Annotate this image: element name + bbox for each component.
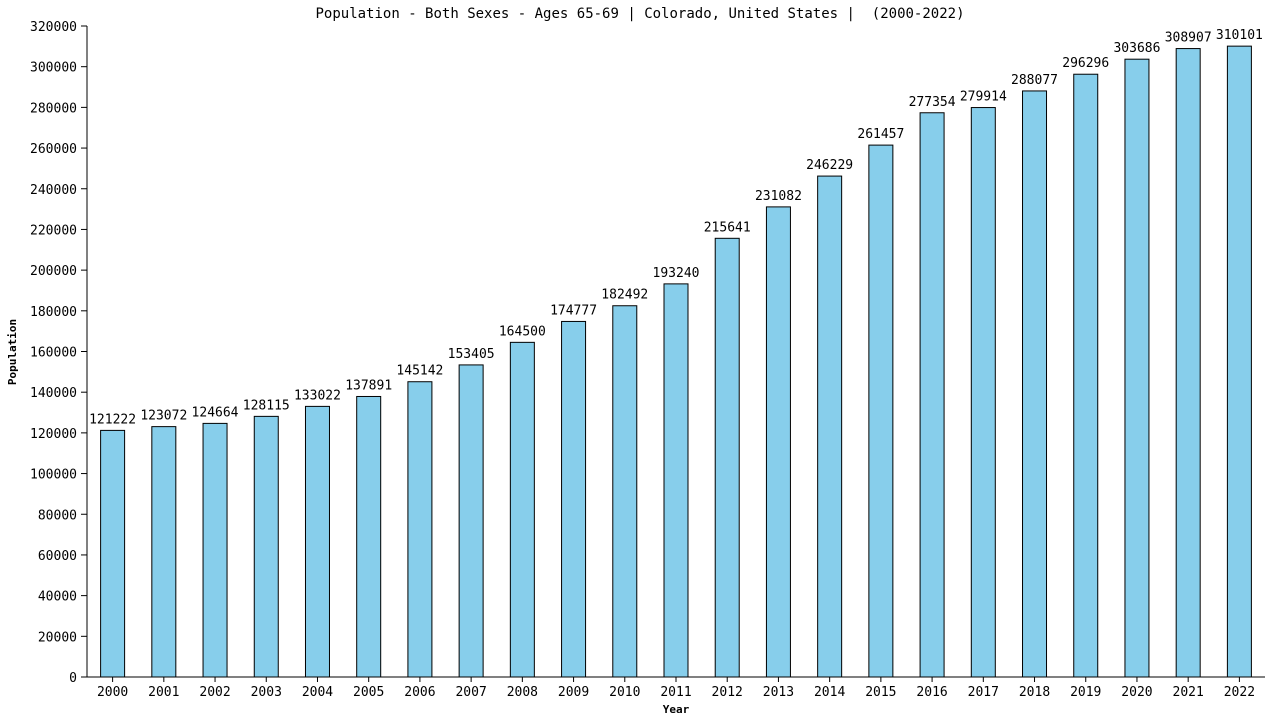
data-label-2004: 133022 xyxy=(294,388,341,403)
x-tick-label-2012: 2012 xyxy=(712,685,743,700)
bar-2009 xyxy=(561,320,587,678)
x-tick-label-2020: 2020 xyxy=(1121,685,1152,700)
y-tick-label: 20000 xyxy=(38,630,77,645)
chart-title: Population - Both Sexes - Ages 65-69 | C… xyxy=(315,6,964,22)
x-tick-label-2016: 2016 xyxy=(916,685,947,700)
data-label-2013: 231082 xyxy=(755,189,802,204)
data-label-2005: 137891 xyxy=(345,378,392,393)
x-tick-label-2011: 2011 xyxy=(660,685,691,700)
y-tick-label: 120000 xyxy=(30,427,77,442)
data-label-2014: 246229 xyxy=(806,158,853,173)
y-tick-label: 40000 xyxy=(38,590,77,605)
bar-2017 xyxy=(970,107,996,678)
y-tick-label: 80000 xyxy=(38,508,77,523)
bar-2021 xyxy=(1175,48,1201,678)
x-tick-label-2003: 2003 xyxy=(251,685,282,700)
data-label-2001: 123072 xyxy=(140,409,187,424)
data-label-2012: 215641 xyxy=(704,220,751,235)
x-tick-label-2007: 2007 xyxy=(455,685,486,700)
y-axis-ticks: 0 20000 40000 60000 80000 100000 120000 140000 1… xyxy=(30,20,87,686)
data-label-2007: 153405 xyxy=(448,347,495,362)
data-label-2016: 277354 xyxy=(909,95,956,110)
x-tick-label-2009: 2009 xyxy=(558,685,589,700)
data-label-2020: 303686 xyxy=(1113,41,1160,56)
bar-2006 xyxy=(407,381,433,678)
data-label-2010: 182492 xyxy=(601,288,648,303)
bar-2000 xyxy=(100,429,126,678)
bar-2022 xyxy=(1226,45,1252,678)
data-label-2002: 124664 xyxy=(192,405,239,420)
y-axis-label: Population xyxy=(6,319,19,385)
y-tick-label: 180000 xyxy=(30,305,77,320)
x-tick-label-2002: 2002 xyxy=(199,685,230,700)
y-tick-label: 160000 xyxy=(30,346,77,361)
bar-2020 xyxy=(1124,58,1150,678)
x-tick-label-2013: 2013 xyxy=(763,685,794,700)
data-label-2022: 310101 xyxy=(1216,28,1263,43)
x-tick-label-2017: 2017 xyxy=(968,685,999,700)
bar-2004 xyxy=(304,405,330,678)
data-label-2006: 145142 xyxy=(396,364,443,379)
bar-2011 xyxy=(663,283,689,678)
x-tick-label-2014: 2014 xyxy=(814,685,845,700)
y-tick-label: 100000 xyxy=(30,468,77,483)
x-tick-label-2000: 2000 xyxy=(97,685,128,700)
data-label-2008: 164500 xyxy=(499,324,546,339)
bar-2015 xyxy=(868,144,894,678)
x-axis-label: Year xyxy=(663,703,690,716)
bars-group xyxy=(100,45,1252,678)
data-label-2003: 128115 xyxy=(243,398,290,413)
x-tick-label-2005: 2005 xyxy=(353,685,384,700)
y-tick-label: 260000 xyxy=(30,142,77,157)
x-tick-label-2018: 2018 xyxy=(1019,685,1050,700)
data-label-2017: 279914 xyxy=(960,90,1007,105)
bar-2014 xyxy=(817,175,843,678)
bar-2007 xyxy=(458,364,484,678)
bar-2001 xyxy=(151,426,177,678)
x-tick-label-2008: 2008 xyxy=(507,685,538,700)
bar-2003 xyxy=(253,415,279,678)
y-tick-label: 140000 xyxy=(30,386,77,401)
x-tick-label-2006: 2006 xyxy=(404,685,435,700)
bar-2002 xyxy=(202,422,228,678)
bar-2016 xyxy=(919,112,945,678)
y-tick-label: 280000 xyxy=(30,101,77,116)
y-tick-label: 320000 xyxy=(30,20,77,35)
x-tick-label-2022: 2022 xyxy=(1224,685,1255,700)
data-label-2009: 174777 xyxy=(550,303,597,318)
data-label-2021: 308907 xyxy=(1165,31,1212,46)
x-tick-label-2010: 2010 xyxy=(609,685,640,700)
y-tick-label: 60000 xyxy=(38,549,77,564)
x-axis-ticks: 2000 2001 2002 2003 2004 2005 2006 2007 2008 2009… xyxy=(97,677,1255,700)
bar-2019 xyxy=(1073,73,1099,678)
bar-2013 xyxy=(765,206,791,678)
data-label-2019: 296296 xyxy=(1062,56,1109,71)
y-tick-label: 0 xyxy=(69,671,77,686)
bar-2010 xyxy=(612,305,638,678)
data-label-2011: 193240 xyxy=(653,266,700,281)
data-label-2000: 121222 xyxy=(89,412,136,427)
x-tick-label-2019: 2019 xyxy=(1070,685,1101,700)
bar-2018 xyxy=(1022,90,1048,678)
x-tick-label-2004: 2004 xyxy=(302,685,333,700)
y-tick-label: 300000 xyxy=(30,61,77,76)
data-label-2015: 261457 xyxy=(857,127,904,142)
x-tick-label-2001: 2001 xyxy=(148,685,179,700)
data-labels-group: 121222 123072 124664 128115 133022 137891 1451… xyxy=(89,28,1263,427)
bar-2005 xyxy=(356,395,382,678)
data-label-2018: 288077 xyxy=(1011,73,1058,88)
y-tick-label: 220000 xyxy=(30,223,77,238)
x-tick-label-2015: 2015 xyxy=(865,685,896,700)
y-tick-label: 200000 xyxy=(30,264,77,279)
x-tick-label-2021: 2021 xyxy=(1173,685,1204,700)
bar-2012 xyxy=(714,237,740,678)
bar-2008 xyxy=(509,341,535,678)
y-tick-label: 240000 xyxy=(30,183,77,198)
